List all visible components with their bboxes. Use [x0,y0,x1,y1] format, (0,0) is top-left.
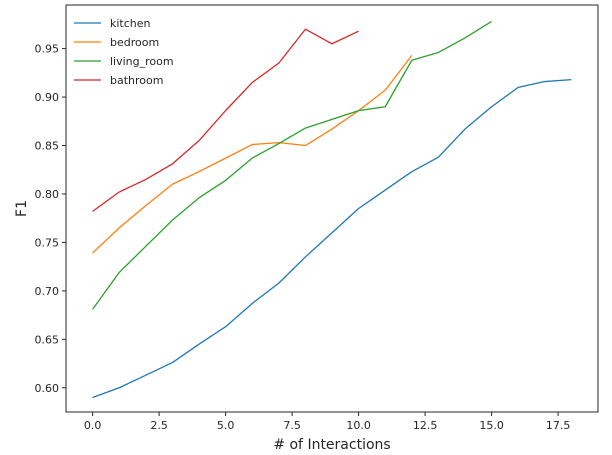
y-tick-label: 0.60 [35,382,60,395]
y-tick-label: 0.95 [35,43,60,56]
x-tick-label: 15.0 [479,419,504,432]
legend-label-bathroom: bathroom [110,74,163,87]
x-axis-label: # of Interactions [273,437,390,453]
x-tick-label: 0.0 [84,419,102,432]
legend: kitchen bedroom living_room bathroom [74,17,174,87]
y-tick-label: 0.80 [35,188,60,201]
y-tick-label: 0.75 [35,236,60,249]
legend-label-living-room: living_room [110,55,174,68]
plot-frame [65,4,599,413]
x-tick-label: 2.5 [150,419,168,432]
legend-label-kitchen: kitchen [110,17,151,30]
y-tick-label: 0.85 [35,140,60,153]
x-axis-ticks: 0.0 2.5 5.0 7.5 10.0 12.5 15.0 17.5 [84,412,570,432]
series-line-bathroom [92,28,359,212]
series-line-living-room [92,20,492,310]
y-tick-label: 0.65 [35,333,60,346]
y-tick-label: 0.70 [35,285,60,298]
x-tick-label: 12.5 [413,419,438,432]
x-tick-label: 10.0 [346,419,371,432]
plot-area [65,4,599,413]
legend-label-bedroom: bedroom [110,36,159,49]
x-tick-label: 5.0 [217,419,235,432]
series-lines [92,20,572,399]
y-axis-label: F1 [14,200,30,217]
x-tick-label: 7.5 [283,419,301,432]
y-tick-label: 0.90 [35,91,60,104]
x-tick-label: 17.5 [546,419,571,432]
y-axis-ticks: 0.60 0.65 0.70 0.75 0.80 0.85 0.90 0.95 [35,43,66,395]
series-line-kitchen [92,78,572,399]
